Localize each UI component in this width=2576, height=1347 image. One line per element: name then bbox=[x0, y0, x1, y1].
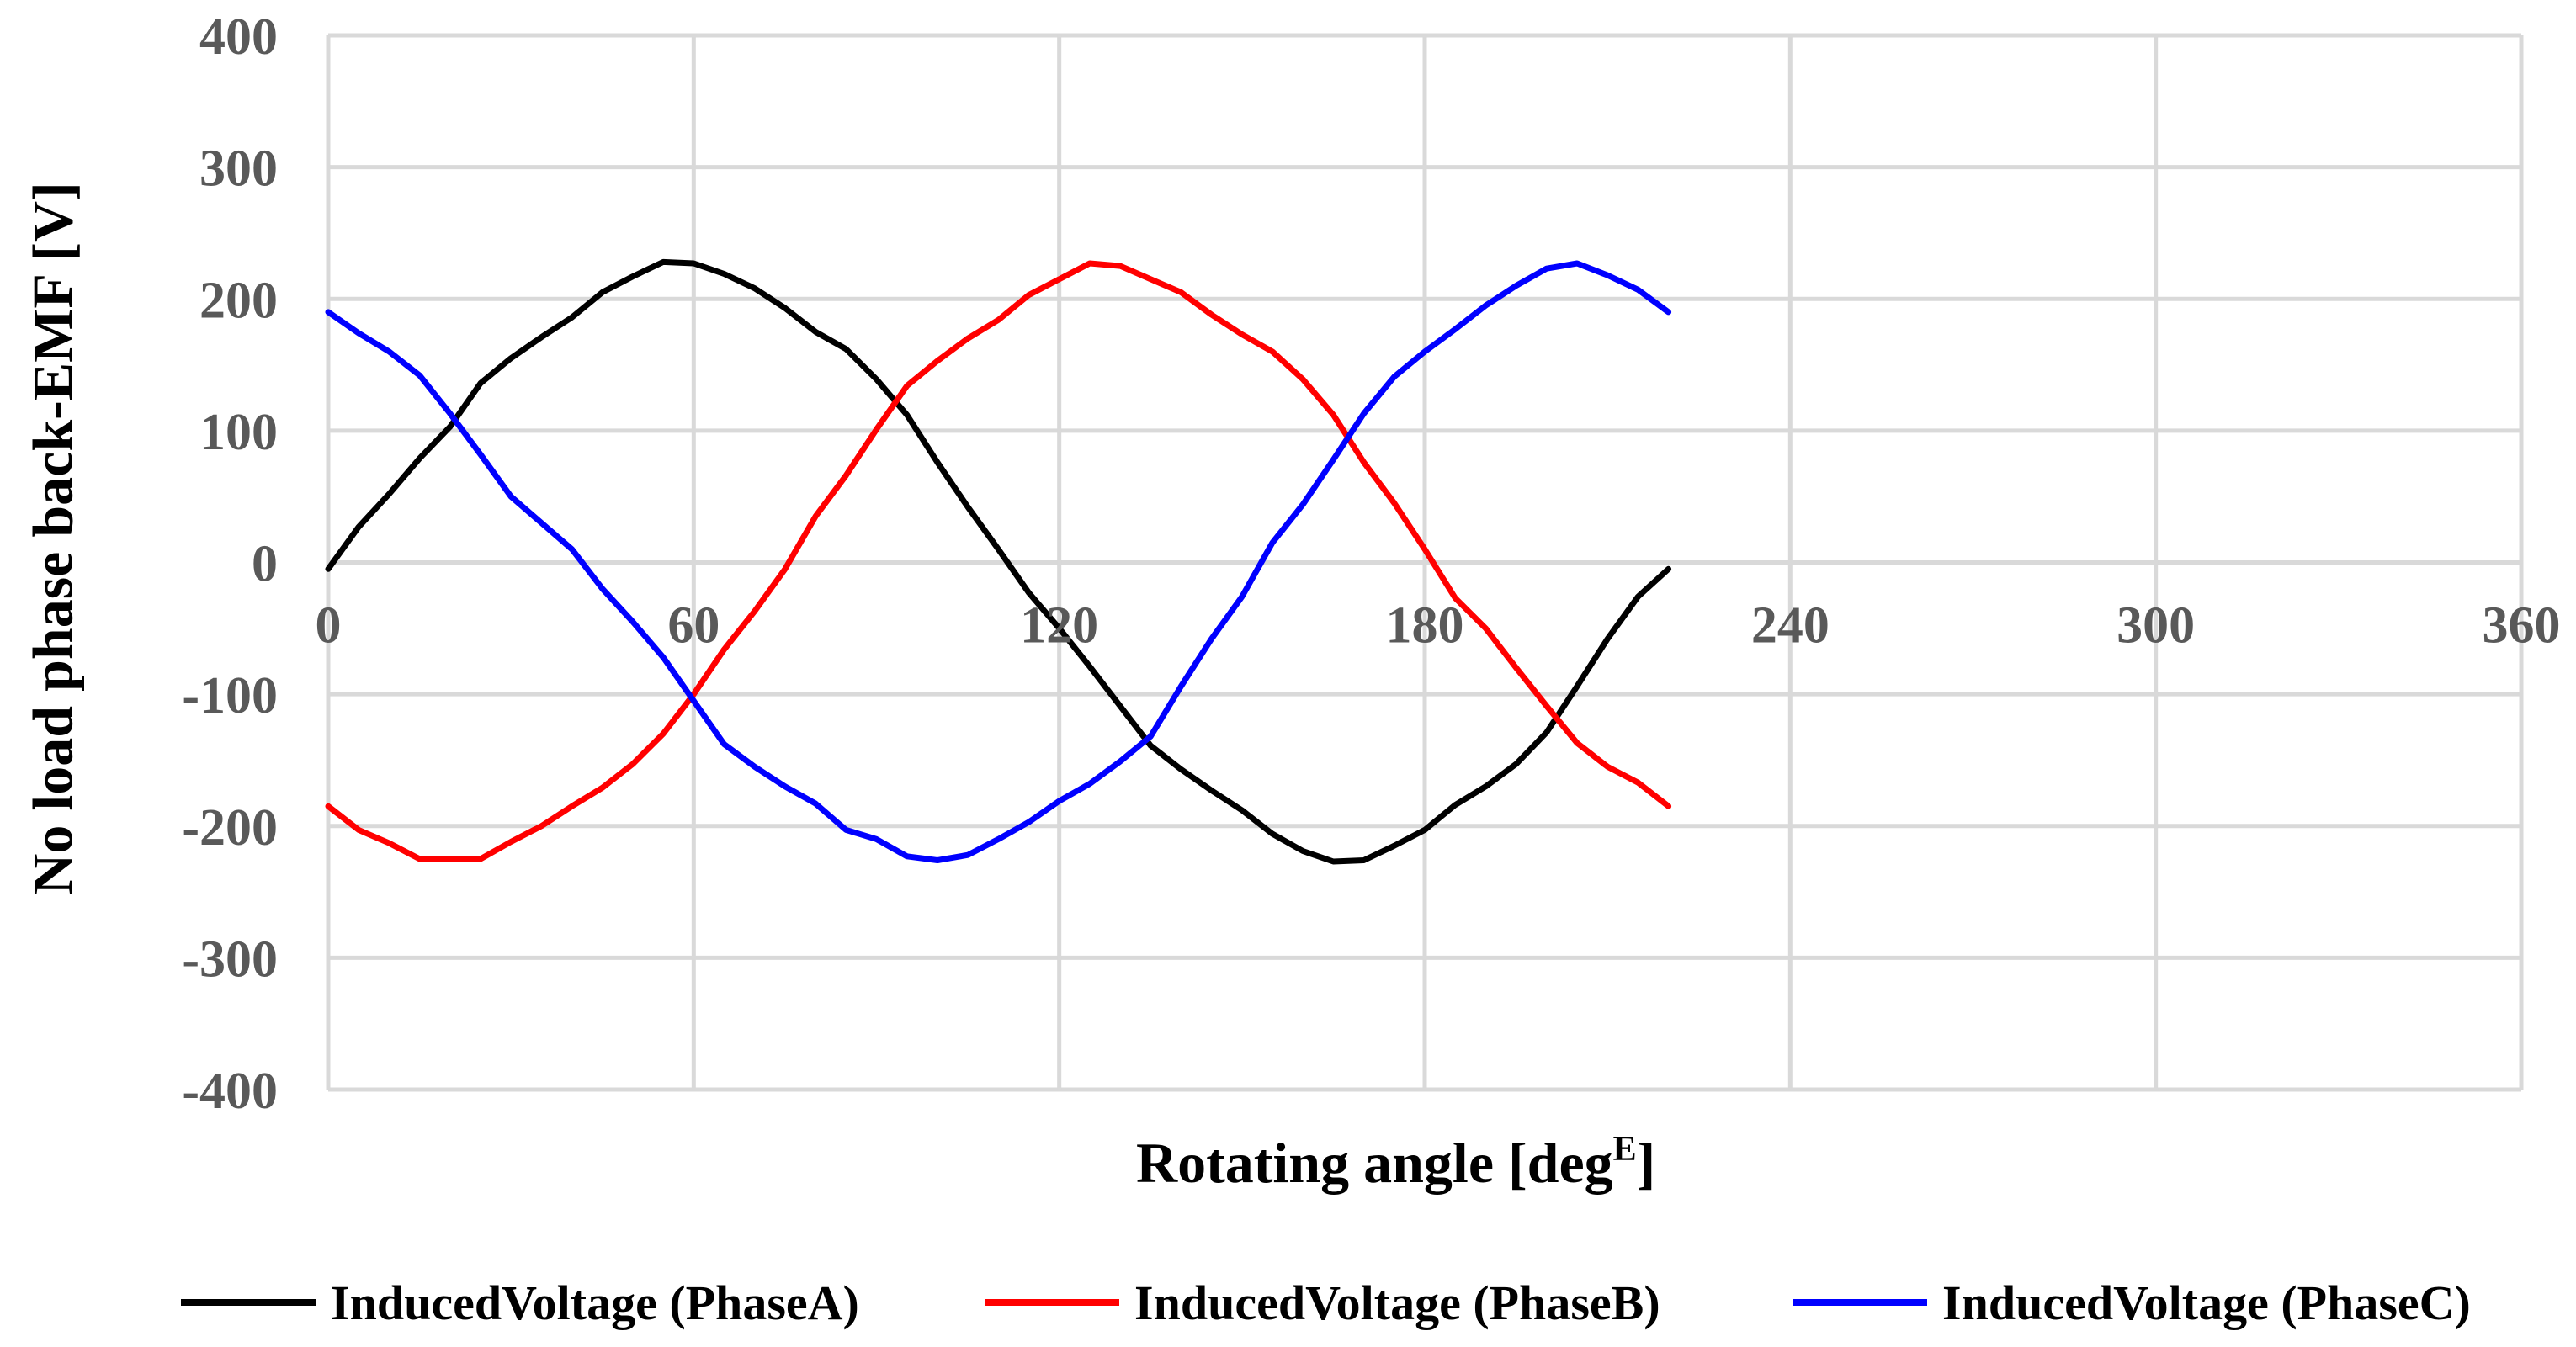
legend-item-3: InducedVoltage (PhaseC) bbox=[1793, 1275, 2471, 1330]
x-axis-title: Rotating angle [degE] bbox=[1136, 1130, 1655, 1195]
legend-label: InducedVoltage (PhaseB) bbox=[1134, 1275, 1660, 1330]
y-tick-label: 400 bbox=[199, 8, 278, 66]
legend-label: InducedVoltage (PhaseA) bbox=[331, 1275, 859, 1330]
series-line-3 bbox=[325, 260, 1672, 863]
x-tick-label: 180 bbox=[1386, 597, 1464, 655]
y-tick-label: 0 bbox=[252, 536, 278, 593]
y-axis-title: No load phase back-EMF [V] bbox=[21, 182, 85, 895]
x-tick-label: 240 bbox=[1751, 597, 1830, 655]
y-tick-label: -100 bbox=[182, 667, 278, 724]
y-tick-label: -400 bbox=[182, 1063, 278, 1120]
y-tick-labels: 400 300 200 100 0 -100 -200 -300 -400 bbox=[182, 8, 278, 1120]
y-tick-label: 200 bbox=[199, 272, 278, 329]
legend-label: InducedVoltage (PhaseC) bbox=[1942, 1275, 2471, 1330]
y-tick-label: -300 bbox=[182, 931, 278, 988]
x-axis-title-suffix: ] bbox=[1637, 1131, 1656, 1195]
y-tick-label: 300 bbox=[199, 141, 278, 198]
x-tick-labels: 0 60 120 180 240 300 360 bbox=[316, 597, 2561, 655]
y-tick-label: 100 bbox=[199, 404, 278, 461]
legend-item-2: InducedVoltage (PhaseB) bbox=[985, 1275, 1660, 1330]
x-tick-label: 360 bbox=[2483, 597, 2561, 655]
grid bbox=[326, 33, 2524, 1092]
x-axis-title-superscript: E bbox=[1613, 1130, 1637, 1169]
x-tick-label: 300 bbox=[2117, 597, 2195, 655]
x-axis-title-main: Rotating angle [deg bbox=[1136, 1131, 1613, 1195]
y-tick-label: -200 bbox=[182, 799, 278, 856]
legend: InducedVoltage (PhaseA) InducedVoltage (P… bbox=[181, 1275, 2471, 1330]
x-tick-label: 0 bbox=[316, 597, 342, 655]
series-lines bbox=[325, 258, 1672, 865]
series-line-2 bbox=[325, 260, 1672, 862]
series-line-1 bbox=[325, 258, 1672, 865]
x-tick-label: 60 bbox=[667, 597, 720, 655]
legend-item-1: InducedVoltage (PhaseA) bbox=[181, 1275, 859, 1330]
x-tick-label: 120 bbox=[1020, 597, 1098, 655]
